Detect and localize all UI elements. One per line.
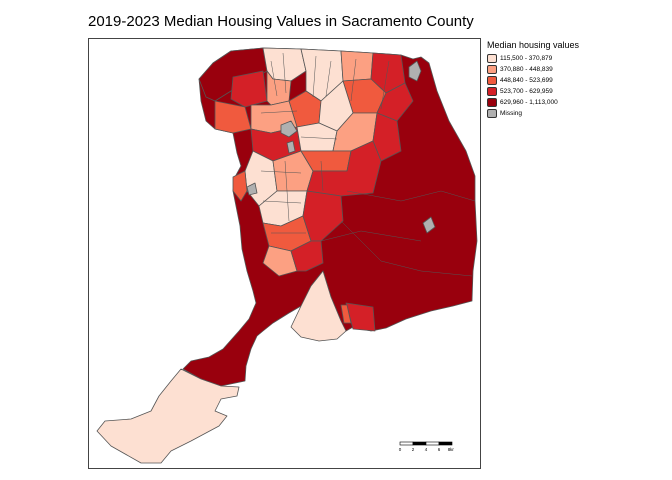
legend-item-class-1: 115,500 - 370,879 <box>487 53 617 64</box>
missing-area-2 <box>286 140 296 154</box>
scale-tick-1: 2 <box>412 447 415 452</box>
missing-area-3 <box>408 60 422 82</box>
legend-item-class-3: 448,840 - 523,699 <box>487 75 617 86</box>
tract-south-medium-1 <box>262 245 298 277</box>
legend-label: 115,500 - 370,879 <box>500 55 553 62</box>
county-region-northwest-2 <box>230 70 268 108</box>
county-region-southeast-small <box>340 304 352 324</box>
scale-tick-3: 6 <box>438 447 441 452</box>
map-panel[interactable] <box>88 38 481 469</box>
map-legend: Median housing values 115,500 - 370,879 … <box>487 40 617 119</box>
tract-north-medium-2 <box>340 50 374 82</box>
legend-label: 629,960 - 1,113,000 <box>500 99 558 106</box>
legend-label: 448,840 - 523,699 <box>500 77 553 84</box>
scale-unit: km <box>450 447 454 452</box>
legend-label: Missing <box>500 110 523 117</box>
legend-swatch <box>487 98 497 107</box>
scale-tick-4: 8 <box>448 447 451 452</box>
tract-west-orange-1 <box>232 170 248 202</box>
legend-swatch <box>487 65 497 74</box>
legend-item-class-2: 370,880 - 448,839 <box>487 64 617 75</box>
legend-swatch <box>487 76 497 85</box>
legend-label: 523,700 - 629,959 <box>500 88 553 95</box>
missing-area-4 <box>422 216 436 234</box>
legend-label: 370,880 - 448,839 <box>500 66 553 73</box>
legend-item-missing: Missing <box>487 108 617 119</box>
scale-bar: 0 2 4 6 8 km <box>398 441 454 455</box>
county-region-southeast-light <box>290 270 347 342</box>
county-region-northwest-3 <box>214 100 252 134</box>
county-map[interactable] <box>89 39 481 469</box>
county-region-south-tail <box>96 368 240 464</box>
scale-tick-0: 0 <box>399 447 402 452</box>
missing-area-5 <box>246 182 258 196</box>
scale-tick-2: 4 <box>425 447 428 452</box>
map-title: 2019-2023 Median Housing Values in Sacra… <box>88 13 474 30</box>
tract-south-red-1 <box>290 240 324 272</box>
legend-swatch <box>487 87 497 96</box>
missing-area-1 <box>280 120 298 138</box>
legend-swatch <box>487 54 497 63</box>
legend-title: Median housing values <box>487 40 580 50</box>
legend-swatch <box>487 109 497 118</box>
legend-item-class-4: 523,700 - 629,959 <box>487 86 617 97</box>
legend-item-class-5: 629,960 - 1,113,000 <box>487 97 617 108</box>
